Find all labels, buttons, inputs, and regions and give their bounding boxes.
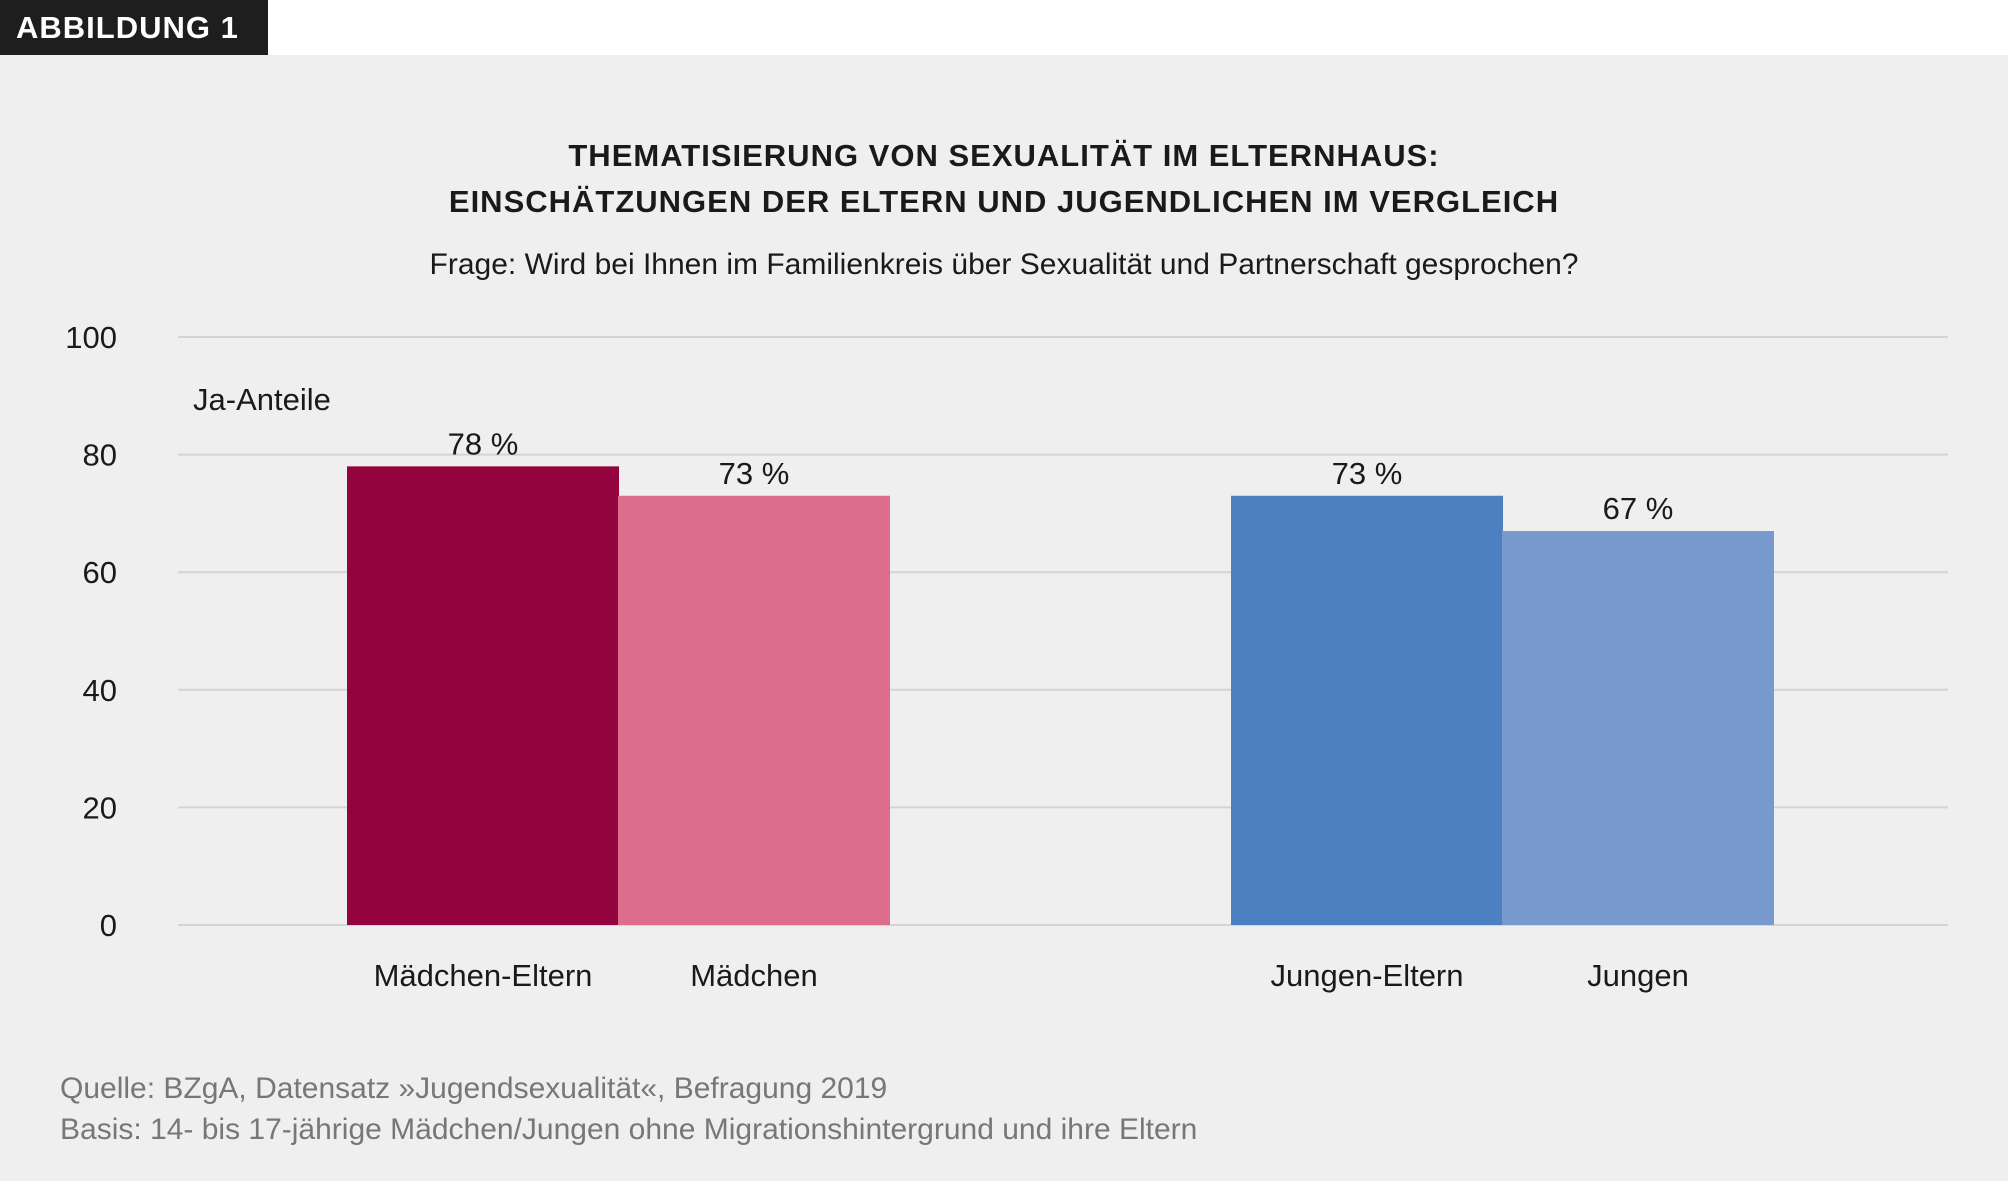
bar [347, 466, 619, 925]
y-tick-label: 20 [83, 790, 117, 825]
y-axis-label: Ja-Anteile [193, 382, 331, 417]
y-tick-label: 60 [83, 555, 117, 590]
bar [1231, 495, 1503, 925]
data-label: 78 % [448, 426, 519, 461]
category-label: Mädchen [690, 958, 818, 993]
source-line: Quelle: BZgA, Datensatz »Jugendsexualitä… [60, 1072, 888, 1105]
figure-badge: ABBILDUNG 1 [0, 0, 268, 55]
data-label: 67 % [1603, 491, 1674, 526]
category-label: Jungen [1587, 958, 1689, 993]
bar [1502, 531, 1774, 925]
bar [618, 495, 890, 925]
y-tick-label: 0 [100, 908, 117, 943]
chart-title-line2: EINSCHÄTZUNGEN DER ELTERN UND JUGENDLICH… [448, 184, 1560, 219]
basis-line: Basis: 14- bis 17-jährige Mädchen/Jungen… [60, 1113, 1198, 1146]
category-label: Mädchen-Eltern [374, 958, 593, 993]
top-strip [0, 0, 2008, 55]
category-label: Jungen-Eltern [1270, 958, 1463, 993]
data-label: 73 % [719, 456, 790, 491]
y-tick-label: 40 [83, 673, 117, 708]
y-tick-label: 100 [65, 320, 117, 355]
chart-subtitle: Frage: Wird bei Ihnen im Familienkreis ü… [429, 248, 1579, 281]
data-label: 73 % [1332, 456, 1403, 491]
y-tick-label: 80 [83, 438, 117, 473]
chart-title: THEMATISIERUNG VON SEXUALITÄT IM ELTERNH… [568, 138, 1440, 173]
